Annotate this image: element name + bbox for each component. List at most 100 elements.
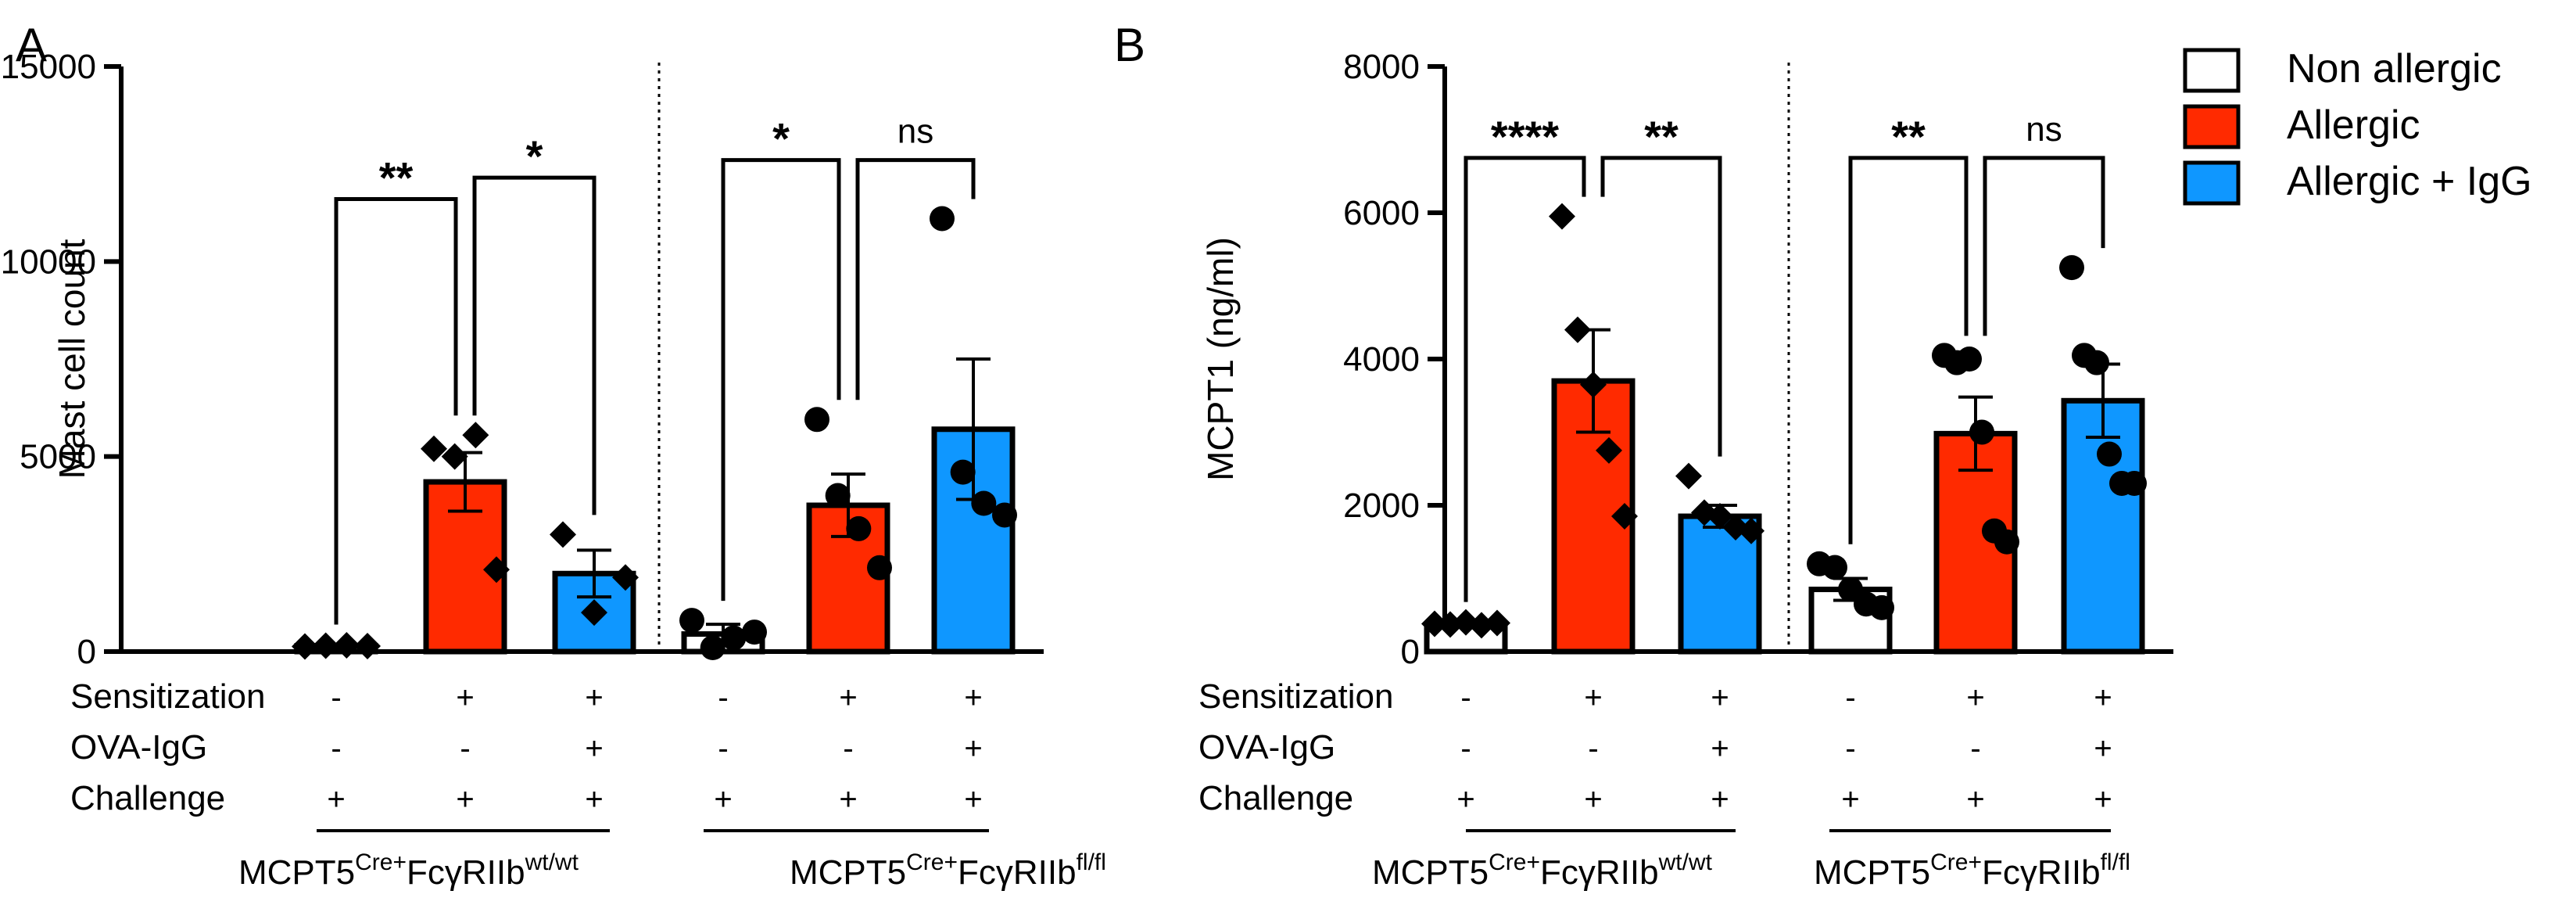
panel-b-condition-value: - [1588, 731, 1598, 766]
panel-b-condition-value: + [1711, 681, 1729, 715]
panel-a-y-tick-label: 0 [77, 633, 96, 671]
panel-b-data-point [1437, 611, 1464, 638]
panel-b-group-label: MCPT5Cre+FcγRIIbfl/fl [1814, 849, 2130, 892]
panel-b-condition-value: + [1841, 782, 1859, 817]
group-label-part: Cre+ [1489, 849, 1540, 875]
panel-b-condition-value: - [1460, 681, 1471, 715]
panel-b-data-point [1675, 462, 1702, 490]
group-label-part: Cre+ [1930, 849, 1982, 875]
panel-a-significance-bracket [334, 197, 458, 625]
panel-b-data-point [2059, 255, 2084, 281]
panel-b-data-point [1564, 316, 1591, 343]
panel-a-data-point [462, 422, 489, 449]
panel-a-condition-value: - [331, 681, 341, 715]
panel-a-data-point [333, 632, 360, 659]
panel-b-letter: B [1114, 19, 1145, 71]
panel-a-condition-value: + [585, 681, 603, 715]
panel-a-data-point [950, 459, 976, 485]
group-label-part: γ [996, 853, 1013, 892]
legend-swatch [2183, 104, 2241, 149]
panel-b-condition-label: Challenge [1198, 779, 1353, 817]
panel-a-condition-value: + [456, 681, 474, 715]
panel-a-data-point [992, 502, 1017, 528]
panel-a-condition-value: - [843, 731, 853, 766]
panel-a-data-point [742, 619, 767, 645]
panel-b-data-point [1707, 503, 1733, 530]
group-label-part: Fc [1540, 853, 1578, 892]
panel-b-data-point [2097, 441, 2122, 467]
panel-b-significance-label: ** [1644, 112, 1679, 161]
panel-a-significance-label: ns [897, 113, 933, 151]
panel-b-data-point [2122, 470, 2147, 496]
group-label-part: Cre+ [355, 849, 407, 875]
panel-b-significance-bracket [1600, 156, 1722, 457]
panel-a-significance-bracket [721, 158, 841, 602]
panel-b-condition-label: Sensitization [1198, 677, 1393, 716]
panel-a-significance-bracket [855, 158, 976, 400]
panel-a-data-point [550, 521, 576, 548]
panel-a-condition-value: + [964, 731, 982, 766]
panel-b-condition-value: + [1711, 782, 1729, 817]
panel-a-y-tick-label: 5000 [20, 438, 96, 476]
panel-b-data-point [1484, 609, 1510, 637]
panel-a-significance-label: ** [379, 153, 414, 203]
panel-a-data-point [700, 635, 726, 661]
panel-a-data-point [441, 443, 468, 470]
panel-b-data-point [1822, 555, 1847, 580]
panel-b-condition-value: + [1584, 681, 1602, 715]
panel-b-data-point [1969, 419, 1994, 445]
panel-b-data-point [1549, 203, 1575, 230]
panel-b-condition-value: - [1460, 731, 1471, 766]
group-label-part: γ [1578, 853, 1596, 892]
group-label-part: MCPT5 [1372, 853, 1489, 892]
legend-swatch [2183, 160, 2241, 206]
panel-a-condition-value: - [460, 731, 470, 766]
panel-b-significance-label: ** [1891, 112, 1926, 161]
panel-b-data-point [1580, 371, 1607, 398]
panel-a-data-point [971, 490, 997, 516]
panel-a-significance-bracket [472, 175, 597, 515]
panel-a-condition-value: + [964, 782, 982, 817]
group-label-part: fl/fl [1077, 849, 1106, 875]
panel-b-significance-label: **** [1491, 112, 1559, 161]
panel-b-condition-value: + [1711, 731, 1729, 766]
panel-a-condition-value: + [714, 782, 732, 817]
panel-b-condition-value: + [1584, 782, 1602, 817]
panel-b-group-label: MCPT5Cre+FcγRIIbwt/wt [1372, 849, 1713, 892]
group-label-part: γ [2020, 853, 2037, 892]
panel-b-data-point [1421, 610, 1448, 637]
panel-b-data-point [1468, 612, 1495, 639]
legend: Non allergic Allergic Allergic + IgG [2183, 46, 2532, 206]
panel-a-data-point [421, 435, 447, 462]
panel-b-y-tick-label: 0 [1401, 633, 1420, 671]
panel-b-data-point [1869, 594, 1894, 620]
panel-a-letter: A [16, 19, 47, 71]
panel-b-condition-label: OVA-IgG [1198, 728, 1335, 767]
group-label-part: wt/wt [1658, 849, 1713, 875]
group-label-part: RIIb [1596, 853, 1659, 892]
panel-a-condition-value: + [839, 782, 857, 817]
group-label-part: MCPT5 [238, 853, 355, 892]
group-label-part: RIIb [1013, 853, 1077, 892]
panel-a-y-tick-label: 10000 [1, 242, 96, 281]
group-label-part: RIIb [462, 853, 525, 892]
panel-a-group-label: MCPT5Cre+FcγRIIbwt/wt [238, 849, 579, 892]
panel-a-condition-value: + [585, 731, 603, 766]
panel-b-y-tick-label: 2000 [1343, 487, 1420, 525]
panel-b-significance-bracket [1464, 156, 1586, 602]
panel-b-condition-value: + [2094, 731, 2112, 766]
panel-b-bar [2061, 397, 2145, 655]
panel-b-condition-value: - [1845, 681, 1855, 715]
panel-a-condition-label: Sensitization [70, 677, 265, 716]
panel-b-y-tick-label: 4000 [1343, 340, 1420, 379]
group-label-part: RIIb [2037, 853, 2101, 892]
panel-b-condition-value: + [1966, 681, 1984, 715]
panel-a-data-point [581, 599, 607, 627]
group-label-part: wt/wt [525, 849, 579, 875]
panel-a-significance-label: * [526, 131, 543, 181]
panel-b-data-point [2084, 350, 2109, 375]
panel-b-y-axis-title: MCPT1 (ng/ml) [1200, 237, 1241, 481]
group-label-part: MCPT5 [1814, 853, 1930, 892]
panel-b-significance-bracket [1848, 156, 1969, 544]
